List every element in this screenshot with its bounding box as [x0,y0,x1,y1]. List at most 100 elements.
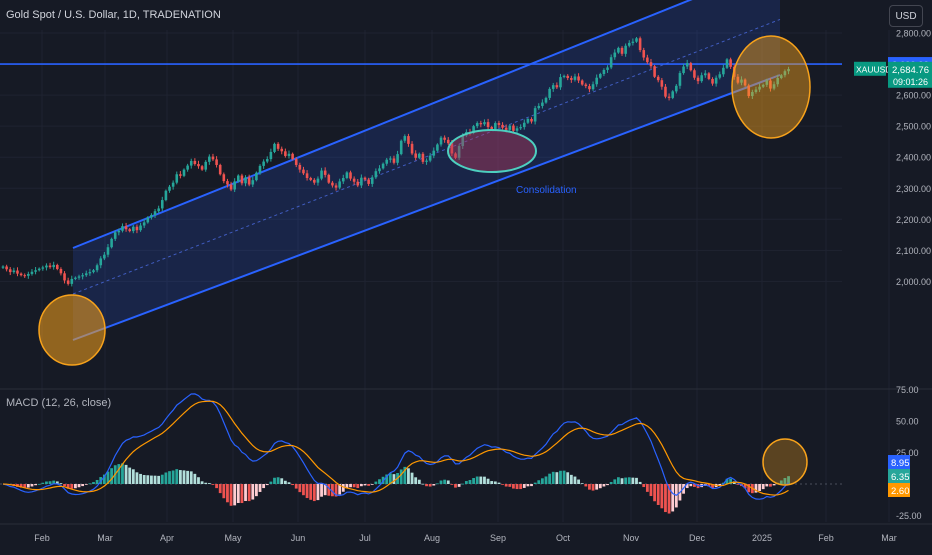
candle [356,181,360,186]
candle [142,222,146,226]
macd-histogram-bar [139,473,142,484]
macd-histogram-bar [617,477,620,484]
macd-histogram-bar [493,481,497,484]
macd-histogram-bar [356,484,360,489]
time-axis-label: Jun [291,533,306,543]
candle [559,77,562,88]
candle [501,124,504,128]
macd-histogram-bar [367,484,371,486]
macd-histogram-bar [667,484,671,514]
macd-histogram-bar [490,481,494,484]
macd-histogram-bar [475,476,479,484]
candle [443,137,446,140]
macd-histogram-bar [664,484,667,513]
time-axis-label: Dec [689,533,706,543]
candle [255,172,258,181]
candle [229,184,233,190]
macd-histogram-bar [533,482,537,484]
macd-histogram-bar [472,478,475,484]
macd-histogram-bar [178,470,182,484]
candle [45,265,48,268]
macd-histogram-bar [743,484,747,489]
countdown-label: 09:01:26 [893,77,928,87]
macd-histogram-bar [229,484,233,506]
symbol-tag [854,61,886,76]
candle [349,172,352,179]
macd-histogram-bar [63,484,66,487]
macd-histogram-bar [309,484,313,500]
candle [761,84,765,87]
candle [193,160,197,165]
macd-value-tag [888,469,910,483]
candle [309,178,312,180]
candle [675,85,678,92]
macd-histogram-bar [783,478,787,484]
macd-histogram-bar [479,476,483,484]
candle [150,214,153,218]
candle [711,78,714,84]
macd-histogram-bar [671,484,675,512]
time-axis-label: Sep [490,533,506,543]
candle [204,161,208,170]
macd-histogram-bar [374,481,378,484]
candle [215,159,218,165]
candle [780,75,783,79]
candle [378,168,381,172]
macd-histogram-bar [432,484,436,486]
macd-histogram-bar [573,476,577,484]
candle [305,173,309,179]
macd-histogram-bar [294,484,298,489]
candle [541,102,544,106]
macd-histogram-bar [171,470,175,484]
signal-line [2,400,789,496]
symbol-label: XAUUSD [856,64,891,74]
macd-histogram-bar [653,484,656,502]
candle [88,272,92,274]
candle [381,163,385,169]
macd-histogram-bar [233,484,237,506]
macd-histogram-bar [761,484,765,490]
macd-histogram-bar [446,480,450,484]
macd-histogram-bar [291,484,294,486]
candle [92,270,95,273]
macd-histogram-bar [758,484,761,492]
macd-axis-label: 25.00 [896,448,919,458]
macd-histogram-bar [660,484,664,509]
macd-histogram-bar [729,478,733,484]
candle [620,47,624,54]
candle [613,52,617,58]
candle [617,47,620,53]
macd-axis-label: 50.00 [896,417,919,427]
candle [577,76,580,81]
candle [410,143,414,154]
candle [327,174,331,183]
candle [584,84,588,87]
candle [638,38,642,51]
candle [320,170,323,179]
macd-histogram-group [12,463,790,514]
macd-histogram-bar [410,472,414,484]
candle [725,59,729,68]
macd-histogram-bar [55,481,59,484]
currency-button[interactable]: USD [889,5,923,27]
candle [273,143,276,152]
macd-histogram-bar [189,471,193,484]
candle [595,77,598,85]
macd-value-label: 8.95 [891,458,910,469]
macd-histogram-bar [45,481,48,484]
macd-histogram-bar [598,484,602,489]
macd-histogram-bar [378,479,381,484]
macd-histogram-bar [635,477,638,484]
candle [414,153,417,158]
chart-title: Gold Spot / U.S. Dollar, 1D, TRADENATION [6,9,221,21]
candle [360,177,363,186]
candle [284,151,287,156]
macd-histogram-bar [689,484,693,487]
macd-histogram-bar [95,479,99,484]
macd-histogram-bar [37,483,41,485]
macd-histogram-bar [262,484,266,489]
macd-histogram-bar [157,475,161,484]
macd-histogram-bar [385,474,389,484]
